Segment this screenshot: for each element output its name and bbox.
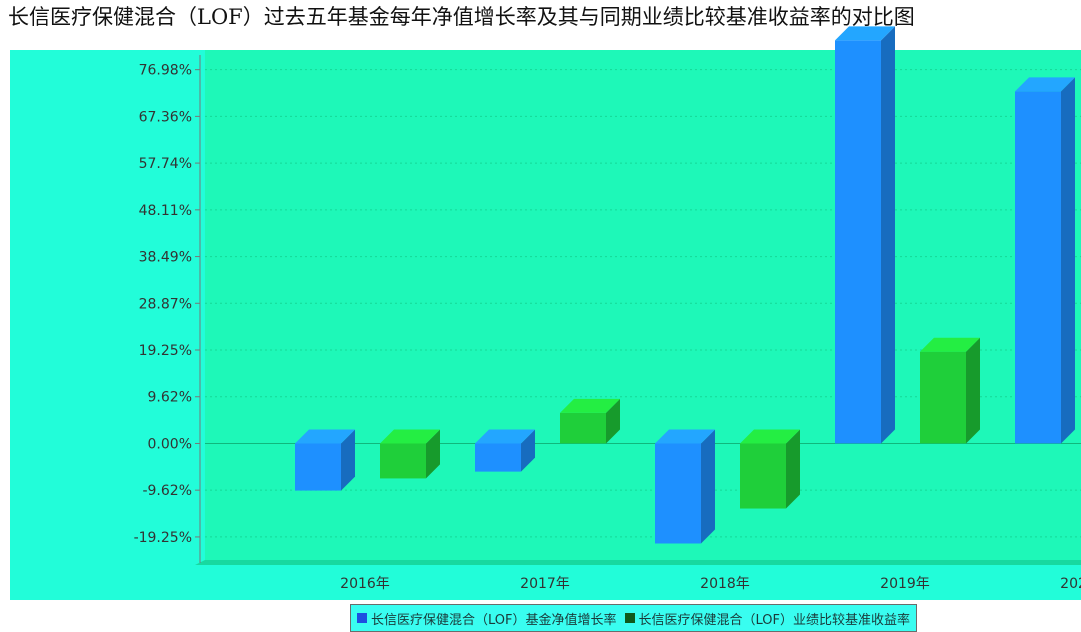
bar-nav-growth-1 (475, 429, 535, 472)
y-tick-label: 76.98% (139, 63, 192, 79)
legend-swatch-benchmark (624, 613, 635, 623)
x-category-label: 2017年 (520, 576, 570, 592)
bar-benchmark-0 (380, 429, 440, 479)
bar-layer (295, 26, 1075, 544)
x-category-label: 2020年 (1060, 576, 1081, 592)
bar-benchmark-1 (560, 398, 620, 444)
y-tick-label: 0.00% (148, 436, 192, 452)
bar-benchmark-2 (740, 429, 800, 509)
legend-item-nav-growth: 长信医疗保健混合（LOF）基金净值增长率 (357, 609, 617, 628)
y-tick-label: 57.74% (139, 156, 192, 172)
plot-floor (195, 560, 1081, 565)
y-tick-label: 48.11% (139, 203, 192, 219)
chart-title: 长信医疗保健混合（LOF）过去五年基金每年净值增长率及其与同期业绩比较基准收益率… (8, 5, 915, 29)
legend: 长信医疗保健混合（LOF）基金净值增长率 长信医疗保健混合（LOF）业绩比较基准… (350, 604, 917, 632)
y-tick-label: 28.87% (139, 296, 192, 312)
legend-label-benchmark: 长信医疗保健混合（LOF）业绩比较基准收益率 (638, 612, 911, 628)
y-tick-label: 67.36% (139, 109, 192, 125)
bar-nav-growth-2 (655, 429, 715, 544)
category-label-layer: 2016年 2017年 2018年 2019年 2020年 (340, 576, 1081, 592)
bar-nav-growth-0 (295, 429, 355, 491)
bar-benchmark-3 (920, 337, 980, 444)
y-tick-label: 38.49% (139, 250, 192, 266)
legend-label-nav-growth: 长信医疗保健混合（LOF）基金净值增长率 (371, 612, 617, 628)
y-tick-label: 9.62% (148, 390, 192, 406)
y-tick-label: 19.25% (139, 343, 192, 359)
bar-nav-growth-4 (1015, 77, 1075, 444)
y-tick-layer: -19.25% -9.62% 0.00% 9.62% 19.25% 28.87% 38.49… (134, 63, 200, 546)
y-tick-label: -19.25% (134, 530, 192, 546)
legend-item-benchmark: 长信医疗保健混合（LOF）业绩比较基准收益率 (624, 609, 911, 628)
bar-nav-growth-3 (835, 26, 895, 444)
x-category-label: 2016年 (340, 576, 390, 592)
y-tick-label: -9.62% (142, 483, 192, 499)
x-category-label: 2018年 (700, 576, 750, 592)
x-category-label: 2019年 (880, 576, 930, 592)
legend-swatch-nav-growth (357, 613, 367, 623)
